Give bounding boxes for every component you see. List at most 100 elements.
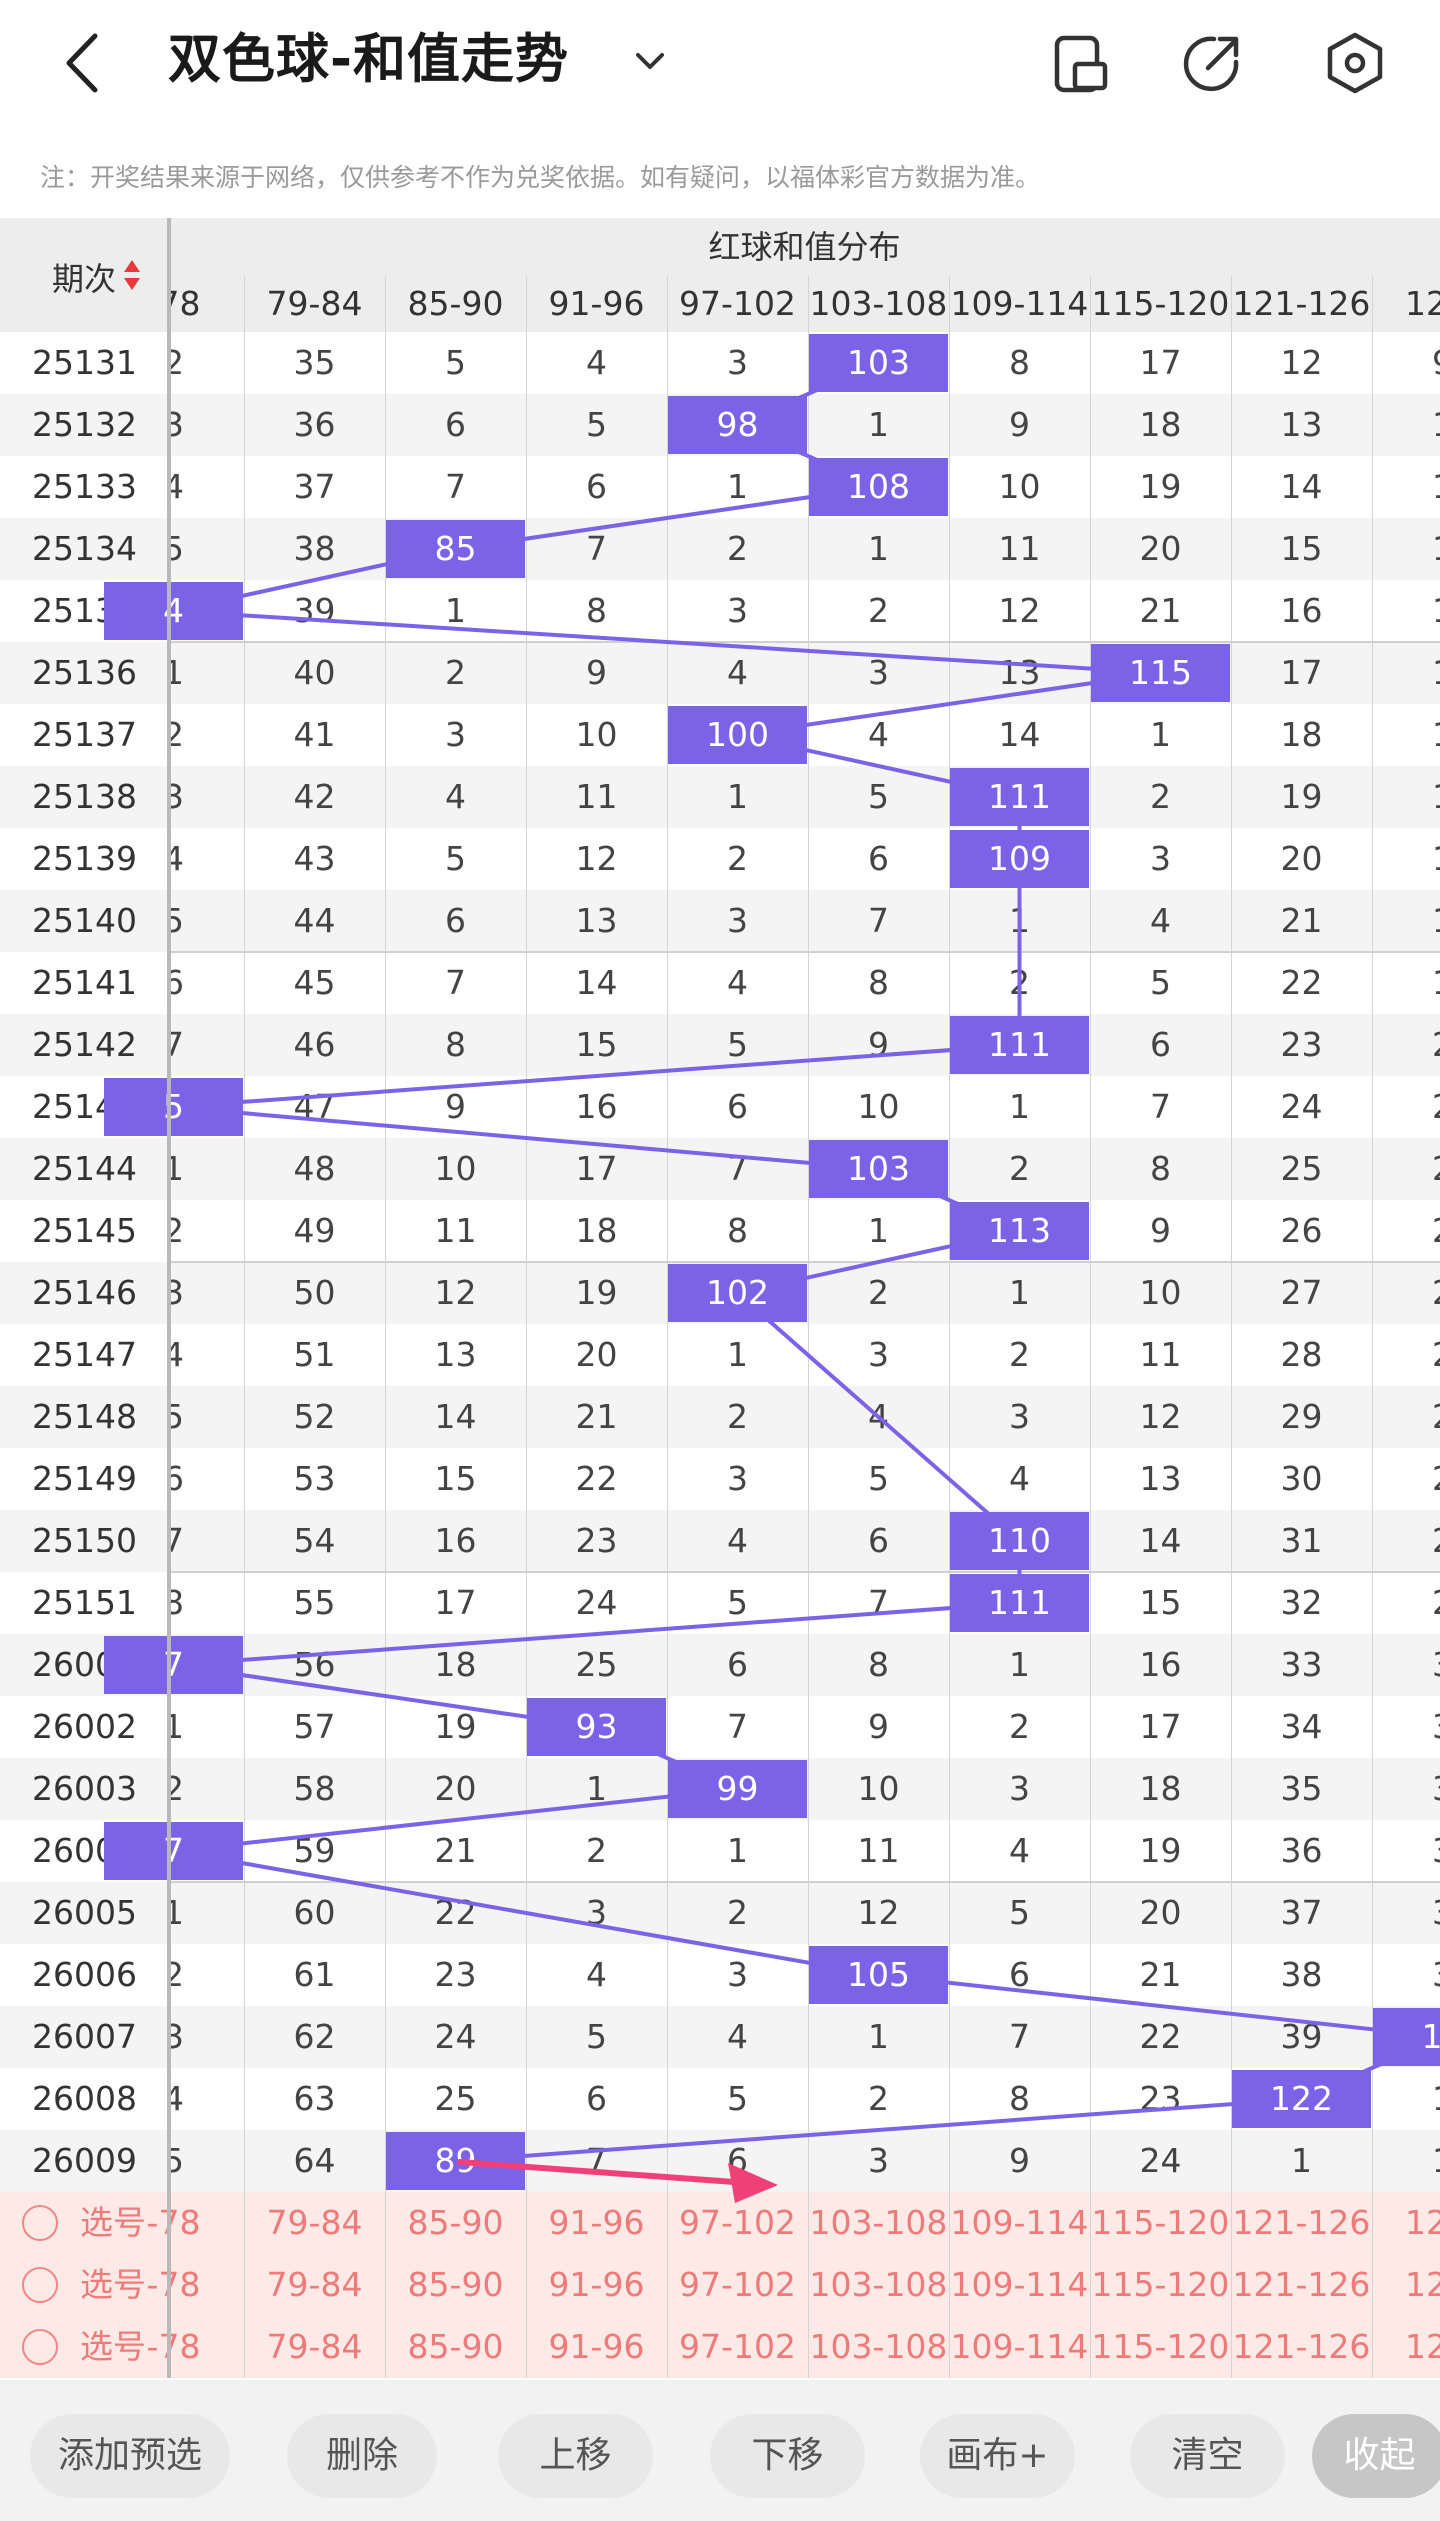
row-group-divider xyxy=(0,951,1440,953)
select-option[interactable]: 115-120 xyxy=(1091,2203,1230,2242)
select-option[interactable]: 121-126 xyxy=(1232,2327,1371,2366)
select-radio[interactable] xyxy=(22,2205,58,2241)
toolbar-button[interactable]: 画布+ xyxy=(920,2414,1075,2498)
select-option[interactable]: 109-114 xyxy=(950,2265,1089,2304)
toolbar-button[interactable]: 清空 xyxy=(1130,2414,1285,2498)
select-option[interactable]: 85-90 xyxy=(407,2203,504,2242)
select-option[interactable]: 97-102 xyxy=(679,2265,796,2304)
toolbar-button[interactable]: 删除 xyxy=(287,2414,437,2498)
table-row[interactable]: 26005160223212520373 xyxy=(0,1882,1440,1944)
select-option[interactable]: 91-96 xyxy=(548,2265,645,2304)
select-option[interactable]: 79-84 xyxy=(266,2327,363,2366)
select-option[interactable]: 85-90 xyxy=(407,2265,504,2304)
omission-cell: 43 xyxy=(293,839,336,878)
omission-cell: 2 xyxy=(727,529,748,568)
omission-cell: 10 xyxy=(857,1769,900,1808)
table-row[interactable]: 260062612343621383 xyxy=(0,1944,1440,2006)
select-option[interactable]: 97-102 xyxy=(679,2327,796,2366)
omission-cell: 7 xyxy=(586,2141,607,2180)
table-row[interactable]: 2600956476392411 xyxy=(0,2130,1440,2192)
trend-table[interactable]: 2513123554381712925132336651918131251334… xyxy=(0,218,1440,2378)
omission-cell: 3 xyxy=(727,1459,748,1498)
select-radio[interactable] xyxy=(22,2329,58,2365)
table-row[interactable]: 25132336651918131 xyxy=(0,394,1440,456)
omission-cell: 51 xyxy=(293,1335,336,1374)
table-row[interactable]: 25135 39 1 8 3 2 12 21 16 1 xyxy=(0,580,1440,642)
column-header: 103-108 xyxy=(809,284,948,323)
table-row[interactable]: 2600156182568116333 xyxy=(0,1634,1440,1696)
table-row[interactable]: 26007 3 62 24 5 4 1 7 22 39 xyxy=(0,2006,1440,2068)
select-option[interactable]: -78 xyxy=(146,2265,201,2304)
table-row[interactable]: 2600459212111419363 xyxy=(0,1820,1440,1882)
table-row[interactable]: 25131235543817129 xyxy=(0,332,1440,394)
number-select-row[interactable]: 选号 -78 79-84 85-90 91-96 97-102 103-108 109-114… xyxy=(0,2192,1440,2254)
select-option[interactable]: -78 xyxy=(146,2203,201,2242)
select-option[interactable]: 127- xyxy=(1405,2265,1440,2304)
period-number: 26008 xyxy=(0,2068,169,2130)
sort-icon[interactable] xyxy=(122,258,142,292)
omission-cell: 10 xyxy=(434,1149,477,1188)
select-option[interactable]: 109-114 xyxy=(950,2327,1089,2366)
back-button[interactable] xyxy=(55,28,115,98)
toolbar-button[interactable]: 上移 xyxy=(498,2414,653,2498)
table-row[interactable]: 251372413104141181 xyxy=(0,704,1440,766)
select-option[interactable]: 91-96 xyxy=(548,2327,645,2366)
toolbar-button[interactable]: 添加预选 xyxy=(30,2414,230,2498)
select-option[interactable]: 103-108 xyxy=(809,2327,948,2366)
period-column-header[interactable]: 期次 xyxy=(0,218,169,332)
title-dropdown-button[interactable] xyxy=(625,40,675,80)
select-option[interactable]: 79-84 xyxy=(266,2203,363,2242)
select-option[interactable]: 103-108 xyxy=(809,2203,948,2242)
toolbar-button[interactable]: 收起 xyxy=(1312,2414,1440,2498)
page-title[interactable]: 双色球-和值走势 xyxy=(168,29,569,90)
layout-toggle-button[interactable] xyxy=(1045,28,1115,98)
table-row[interactable]: 251345387211120151 xyxy=(0,518,1440,580)
table-row[interactable]: 251334377611019141 xyxy=(0,456,1440,518)
select-option[interactable]: 79-84 xyxy=(266,2265,363,2304)
select-option[interactable]: 121-126 xyxy=(1232,2203,1371,2242)
number-select-row[interactable]: 选号 -78 79-84 85-90 91-96 97-102 103-108 109-114… xyxy=(0,2316,1440,2378)
number-select-row[interactable]: 选号 -78 79-84 85-90 91-96 97-102 103-108 109-114… xyxy=(0,2254,1440,2316)
column-header: 91-96 xyxy=(548,284,645,323)
select-option[interactable]: -78 xyxy=(146,2327,201,2366)
column-divider xyxy=(667,276,668,2378)
table-row[interactable]: 26008463256528231 xyxy=(0,2068,1440,2130)
select-option[interactable]: 127- xyxy=(1405,2327,1440,2366)
omission-cell: 56 xyxy=(293,1645,336,1684)
select-option[interactable]: 115-120 xyxy=(1091,2327,1230,2366)
omission-cell: 7 xyxy=(868,901,889,940)
select-option[interactable]: 91-96 xyxy=(548,2203,645,2242)
select-option[interactable]: 109-114 xyxy=(950,2203,1089,2242)
column-divider xyxy=(1090,276,1091,2378)
omission-cell: 2 xyxy=(1372,1386,1440,1448)
toolbar-button[interactable]: 下移 xyxy=(710,2414,865,2498)
table-row[interactable]: 25136140294313171 xyxy=(0,642,1440,704)
settings-button[interactable] xyxy=(1320,28,1390,98)
select-option[interactable]: 115-120 xyxy=(1091,2265,1230,2304)
table-row[interactable]: 251405446133714211 xyxy=(0,890,1440,952)
table-row[interactable]: 25139443512263201 xyxy=(0,828,1440,890)
table-row[interactable]: 2600325820110318353 xyxy=(0,1758,1440,1820)
share-button[interactable] xyxy=(1178,28,1248,98)
select-option[interactable]: 103-108 xyxy=(809,2265,948,2304)
table-row[interactable]: 25138342411152191 xyxy=(0,766,1440,828)
select-option[interactable]: 121-126 xyxy=(1232,2265,1371,2304)
select-radio[interactable] xyxy=(22,2267,58,2303)
table-row[interactable]: 251416457144825221 xyxy=(0,952,1440,1014)
table-row[interactable]: 260021571979217343 xyxy=(0,1696,1440,1758)
omission-cell: 21 xyxy=(1139,1955,1182,1994)
select-option[interactable]: 97-102 xyxy=(679,2203,796,2242)
select-option[interactable]: 127- xyxy=(1405,2203,1440,2242)
column-divider xyxy=(1372,276,1373,2378)
select-option[interactable]: 85-90 xyxy=(407,2327,504,2366)
